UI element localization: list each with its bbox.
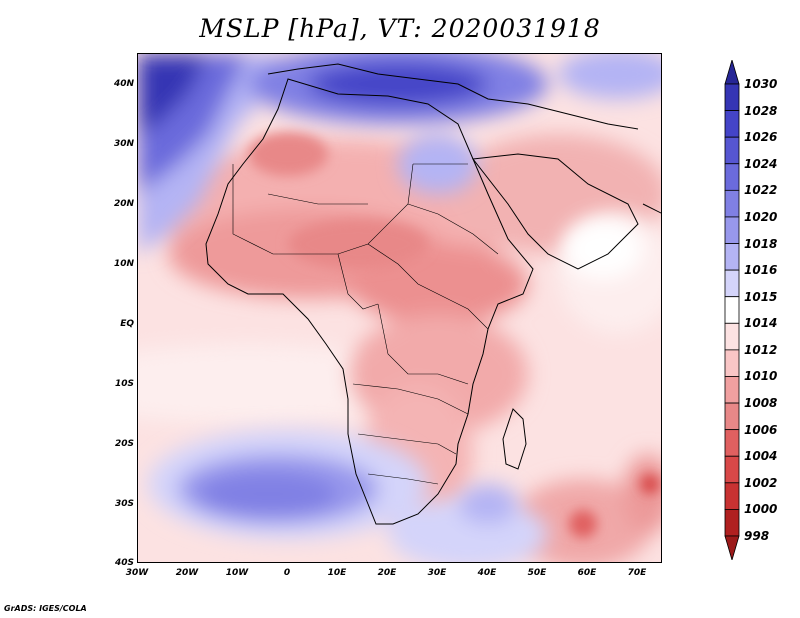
colorbar-label: 1016 [744,263,778,278]
colorbar-swatch [724,163,740,191]
x-tick-label: 70E [627,568,647,578]
x-tick-label: 30W [125,568,149,578]
y-tick-label: 10S [114,379,134,389]
colorbar-label: 1008 [744,396,778,411]
colorbar-swatch [724,189,740,218]
colorbar-swatch [724,243,740,271]
colorbar-label: 1018 [744,236,778,251]
y-tick-label: 10N [113,259,134,269]
colorbar-swatch [724,455,740,484]
colorbar-swatch [724,509,740,537]
colorbar-label: 1010 [744,369,778,384]
colorbar-label: 1012 [744,342,778,357]
colorbar-swatch [724,376,740,404]
coastlines [205,63,661,525]
colorbar-swatch [724,482,740,510]
map-frame [137,53,662,563]
y-tick-label: 20S [114,439,134,449]
colorbar-label: 1024 [744,156,778,171]
x-tick-label: 20E [377,568,397,578]
high-pressure-shading [138,54,661,562]
x-tick-label: 10E [327,568,347,578]
borders [232,163,499,485]
colorbar-swatch [724,136,740,165]
colorbar-label: 1030 [744,77,778,91]
y-tick-label: 20N [113,199,134,209]
colorbar-top-triangle [724,60,740,85]
x-tick-label: 10W [225,568,249,578]
colorbar-label: 1020 [744,209,778,224]
x-tick-label: 60E [577,568,597,578]
colorbar-swatch [724,83,740,111]
colorbar-swatch [724,322,740,351]
x-tick-label: 40E [477,568,497,578]
colorbar-label: 1015 [744,289,778,304]
y-tick-label: 30S [114,499,134,509]
plot-title: MSLP [hPa], VT: 2020031918 [199,14,601,43]
x-tick-label: 50E [527,568,547,578]
colorbar-label: 1000 [744,502,778,517]
colorbar-label: 1026 [744,130,778,145]
x-tick-label: 0 [283,568,291,578]
colorbar-label: 1028 [744,103,778,118]
y-tick-label: 40S [114,558,134,568]
x-tick-label: 30E [427,568,447,578]
credit-text: GrADS: IGES/COLA [4,604,87,613]
colorbar-label: 1002 [744,475,778,490]
pressure-field-cores [248,132,660,538]
colorbar-label: 1022 [744,183,778,198]
colorbar-label: 1006 [744,422,778,437]
y-tick-label: 30N [113,139,134,149]
y-tick-label: EQ [120,319,134,329]
colorbar-bottom-triangle [724,535,740,560]
colorbar [724,60,740,560]
colorbar-swatch [724,110,740,138]
colorbar-swatch [724,402,740,431]
colorbar-label: 1014 [744,316,778,331]
colorbar-swatch [724,349,740,377]
colorbar-swatch [724,296,740,324]
map-svg [138,54,661,562]
x-tick-label: 20W [175,568,199,578]
colorbar-swatch [724,429,740,457]
colorbar-swatch [724,216,740,244]
colorbar-swatch [724,269,740,298]
colorbar-label: 1004 [744,449,778,464]
y-tick-label: 40N [113,79,134,89]
colorbar-label: 998 [744,529,770,543]
